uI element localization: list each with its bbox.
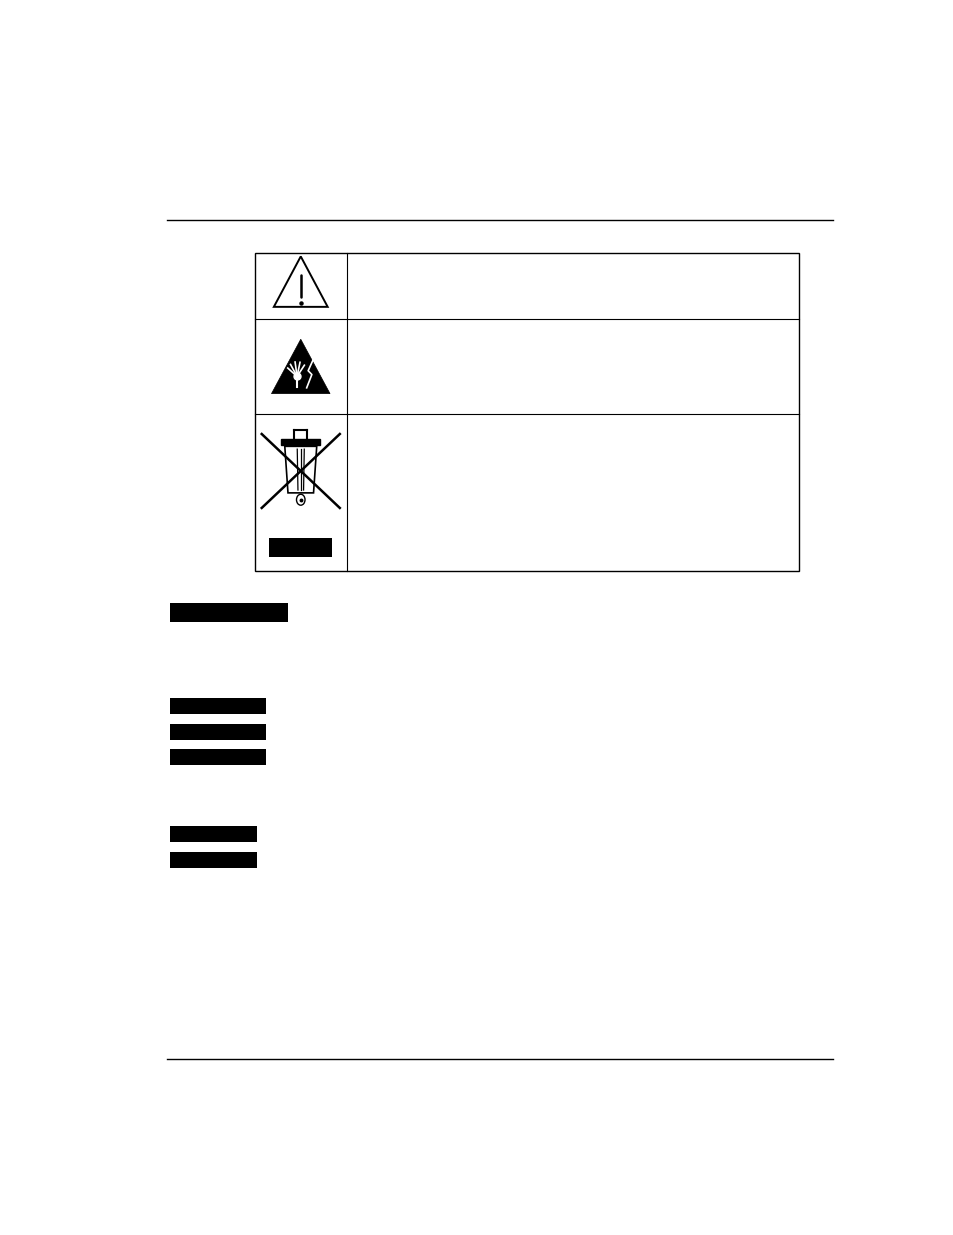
Bar — [170, 603, 288, 621]
Bar — [170, 698, 265, 714]
Bar — [170, 826, 256, 842]
Bar — [269, 538, 332, 557]
Bar — [254, 253, 799, 572]
Bar — [170, 750, 265, 766]
Bar — [170, 724, 265, 740]
Bar — [170, 852, 256, 868]
Bar — [281, 438, 320, 446]
Polygon shape — [272, 340, 330, 394]
